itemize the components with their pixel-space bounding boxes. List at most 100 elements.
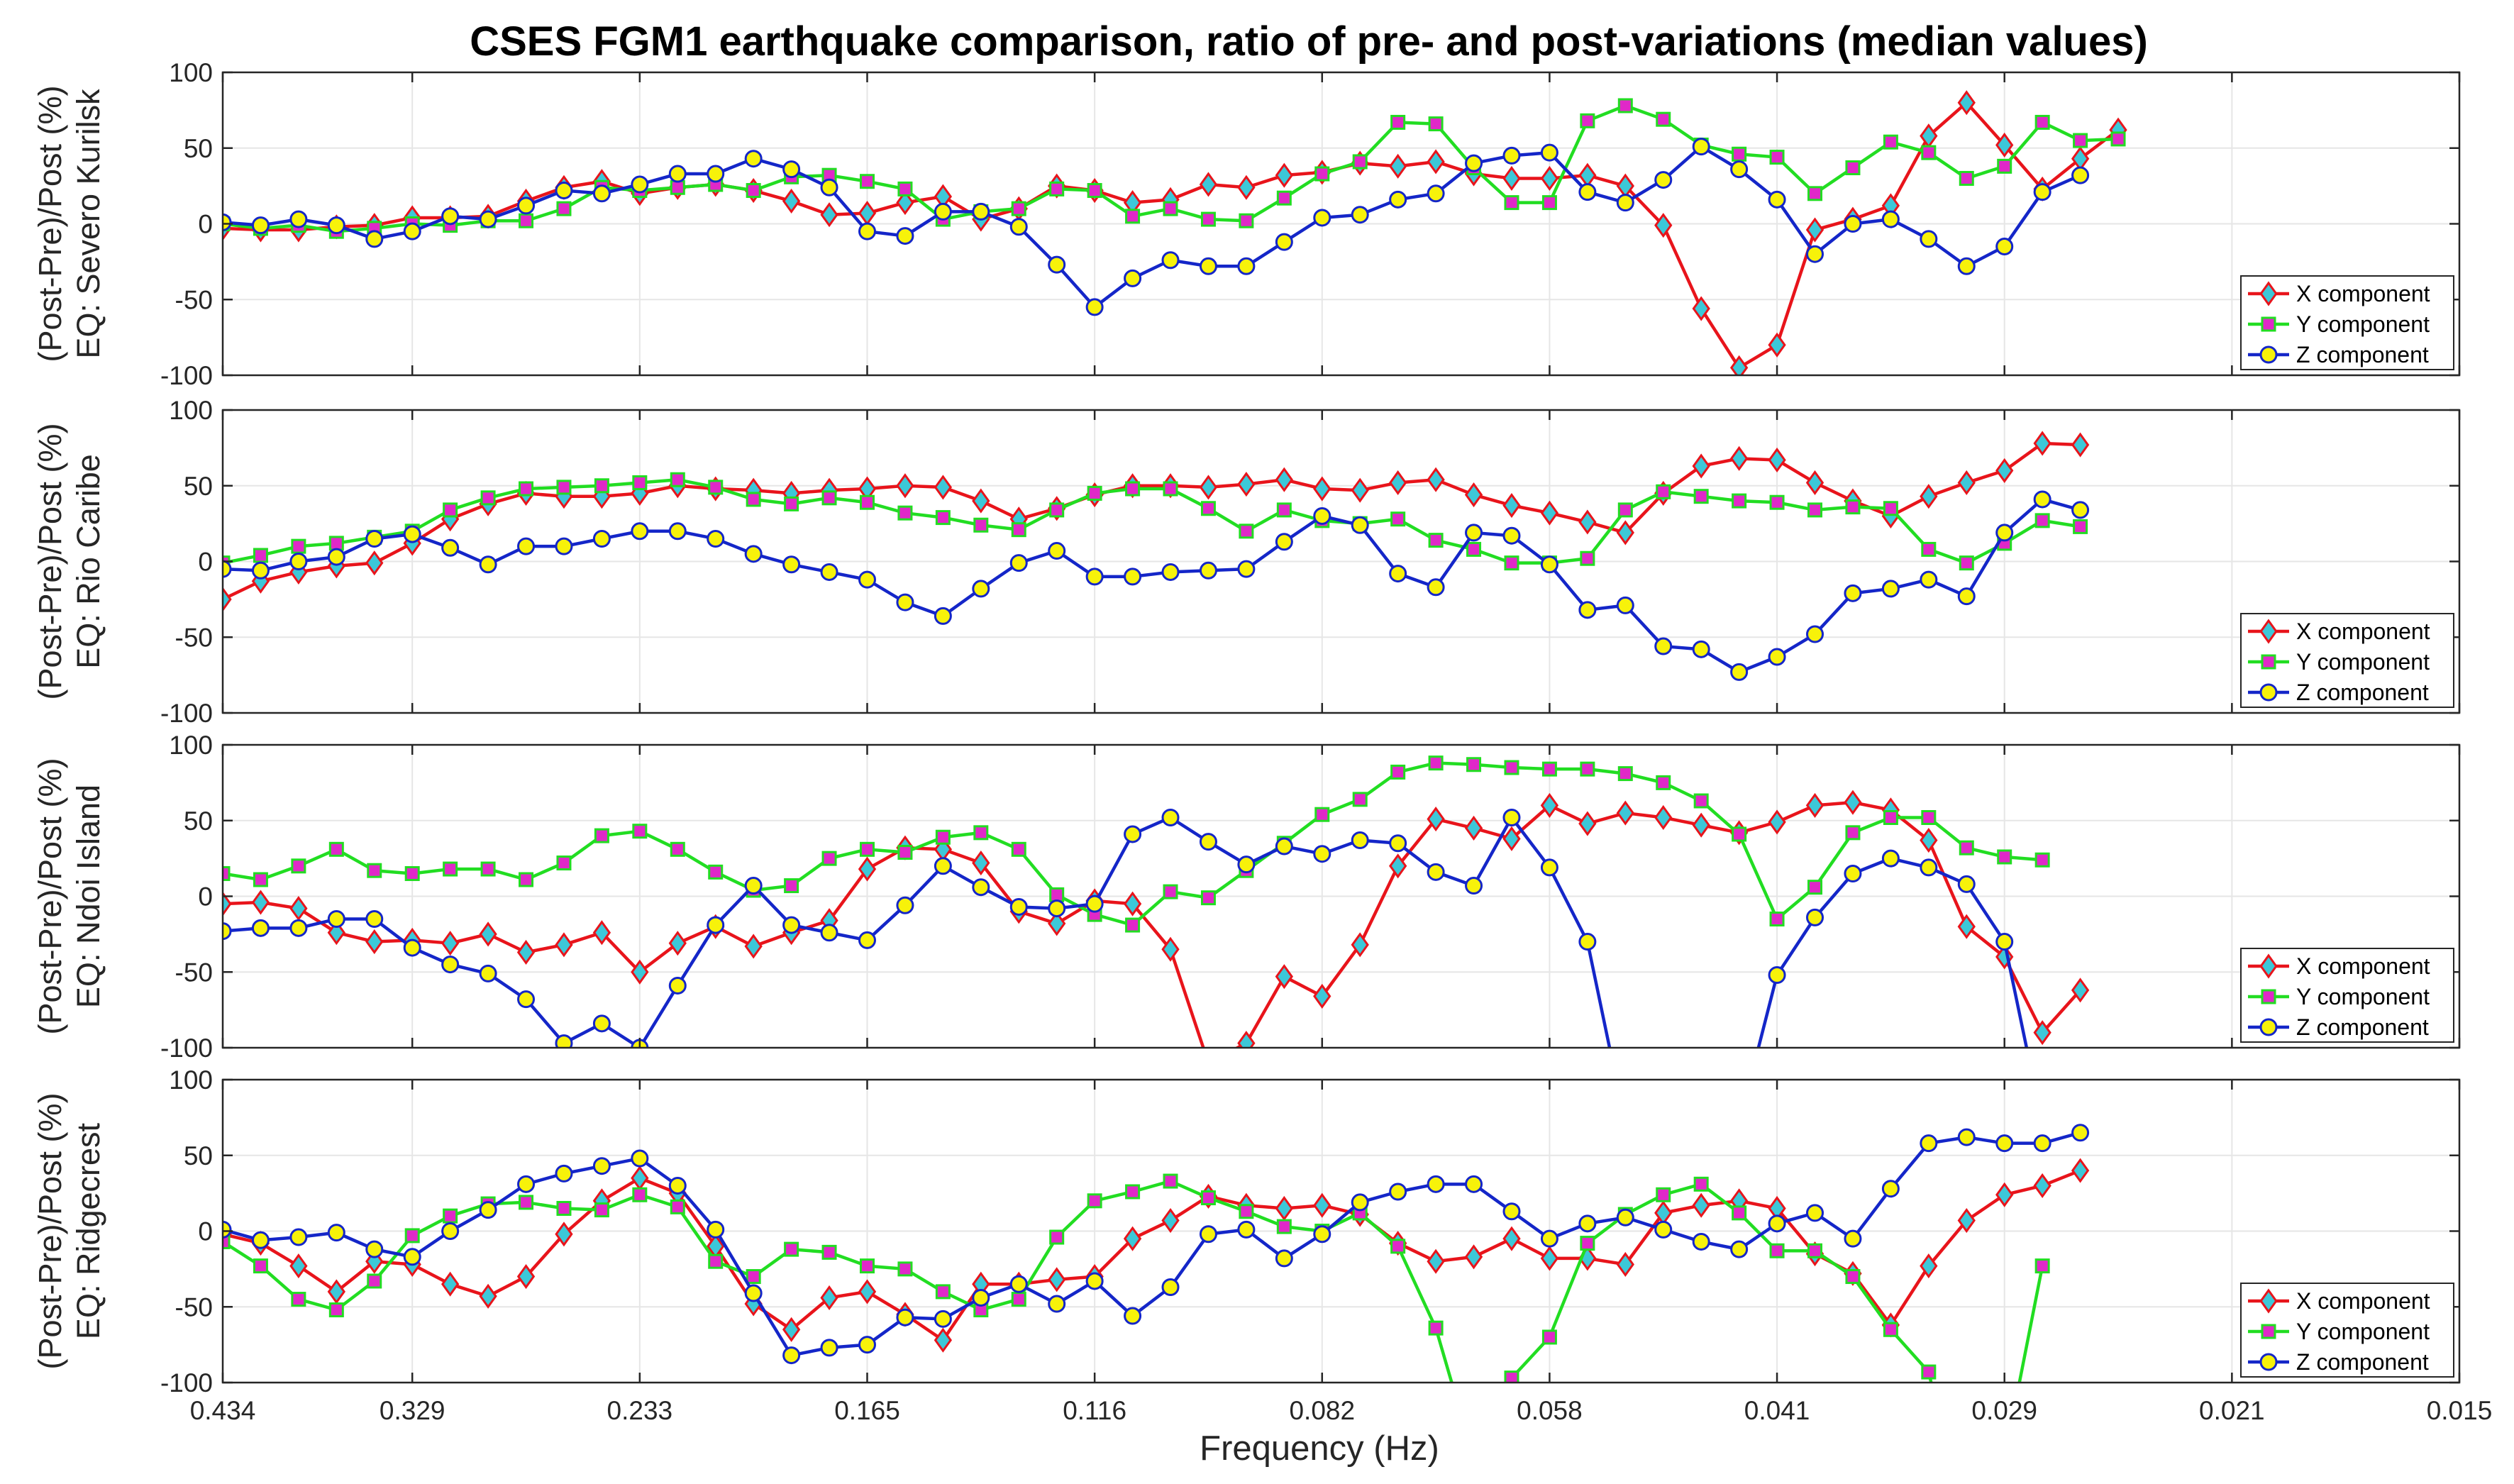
data-point-z-component (972, 580, 990, 598)
data-point-z-component (1009, 897, 1028, 916)
x-tick-label: 0.041 (1744, 1396, 1810, 1425)
data-point-z-component (289, 1228, 308, 1246)
data-point-y-component (1693, 1176, 1709, 1192)
data-point-y-component (1200, 890, 1216, 906)
data-point-z-component (1730, 1240, 1749, 1258)
data-point-x-component (1578, 811, 1597, 836)
legend-marker-z-component (2259, 1353, 2278, 1371)
data-point-z-component (1389, 834, 1407, 853)
legend: X component Y component Z component (2240, 948, 2454, 1043)
data-point-z-component (327, 216, 345, 235)
data-point-x-component (1692, 812, 1710, 838)
data-point-y-component (973, 517, 989, 533)
legend-marker-y-component (2261, 1324, 2276, 1339)
data-point-y-component (1200, 501, 1216, 516)
legend-marker-x-component (2259, 1288, 2278, 1314)
data-point-y-component (1390, 511, 1406, 527)
data-point-y-component (1390, 114, 1406, 130)
data-point-z-component (517, 537, 536, 555)
data-point-z-component (668, 165, 687, 183)
data-point-z-component (1427, 184, 1445, 203)
data-point-y-component (480, 861, 496, 877)
data-point-x-component (1805, 470, 1824, 496)
data-point-z-component (1351, 831, 1369, 850)
data-point-z-component (403, 1248, 421, 1266)
data-point-y-component (1807, 880, 1823, 895)
y-axis-label-quantity: (Post-Pre)/Post (%) (32, 758, 68, 1034)
data-point-z-component (1085, 895, 1104, 913)
data-point-y-component (1200, 211, 1216, 227)
legend-label-x-component: X component (2296, 619, 2430, 644)
y-axis-label-event: EQ: Severo Kurilsk (70, 89, 106, 359)
data-point-z-component (555, 1164, 573, 1183)
data-point-x-component (555, 932, 573, 958)
data-point-z-component (403, 222, 421, 240)
data-point-y-component (1049, 887, 1065, 902)
data-point-y-component (556, 855, 572, 871)
data-point-z-component (744, 1284, 763, 1302)
legend-marker-x-component (2259, 281, 2278, 306)
data-point-z-component (1995, 1134, 2014, 1153)
data-point-x-component (2071, 978, 2090, 1003)
data-point-x-component (555, 1222, 573, 1247)
panel-3: 100 50 0 -50 -100 (Post-Pre)/Post (%) EQ: Ndoi… (32, 731, 2461, 1063)
data-point-z-component (1161, 563, 1180, 581)
data-point-x-component (1616, 800, 1634, 826)
data-point-y-component (1163, 1173, 1178, 1189)
legend-marker-z-component (2259, 683, 2278, 702)
data-point-x-component (1805, 792, 1824, 818)
data-point-y-component (746, 183, 761, 199)
data-point-z-component (555, 537, 573, 555)
data-point-z-component (365, 230, 384, 248)
data-point-z-component (441, 207, 460, 226)
data-point-y-component (253, 548, 268, 563)
data-point-y-component (1921, 1364, 1937, 1380)
data-point-y-component (1732, 146, 1747, 162)
data-point-z-component (555, 1034, 573, 1048)
data-point-y-component (367, 1273, 382, 1289)
data-point-x-component (289, 896, 308, 921)
data-point-z-component (1995, 238, 2014, 256)
data-point-z-component (1465, 154, 1483, 172)
data-point-y-component (1807, 186, 1823, 201)
data-point-y-component (1125, 917, 1141, 933)
data-point-z-component (441, 956, 460, 974)
data-point-y-component (1845, 825, 1861, 841)
data-point-x-component (1805, 217, 1824, 243)
data-point-z-component (896, 896, 914, 914)
data-point-y-component (443, 1208, 458, 1224)
data-point-y-component (1580, 761, 1595, 777)
data-point-y-component (2034, 114, 2050, 130)
data-point-y-component (404, 1228, 420, 1244)
data-point-z-component (934, 857, 952, 875)
data-point-y-component (1125, 209, 1141, 224)
data-point-y-component (973, 825, 989, 841)
data-point-z-component (479, 555, 497, 574)
data-point-z-component (896, 1308, 914, 1327)
data-point-z-component (479, 210, 497, 228)
data-point-x-component (1427, 467, 1445, 492)
data-point-z-component (1465, 877, 1483, 895)
data-point-z-component (1540, 858, 1558, 877)
legend-label-z-component: Z component (2296, 1014, 2429, 1040)
data-point-z-component (1275, 533, 1293, 551)
data-point-z-component (1124, 1307, 1142, 1325)
y-tick-label: 100 (169, 731, 213, 760)
data-point-x-component (1616, 1251, 1634, 1278)
data-point-y-component (708, 480, 724, 495)
data-point-z-component (1957, 587, 1976, 606)
data-point-x-component (327, 920, 345, 946)
y-axis-label-event: EQ: Ndoi Island (70, 785, 106, 1008)
legend-marker-x-component (2259, 953, 2278, 979)
data-point-y-component (519, 872, 534, 887)
data-point-y-component (1276, 190, 1292, 206)
data-point-x-component (1957, 470, 1976, 496)
series-group (223, 90, 2127, 375)
data-point-x-component (251, 890, 270, 915)
data-point-y-component (632, 475, 648, 490)
data-point-x-component (2071, 432, 2090, 458)
data-point-y-component (1011, 841, 1026, 857)
data-point-z-component (820, 1339, 838, 1357)
data-point-y-component (1883, 1322, 1898, 1337)
